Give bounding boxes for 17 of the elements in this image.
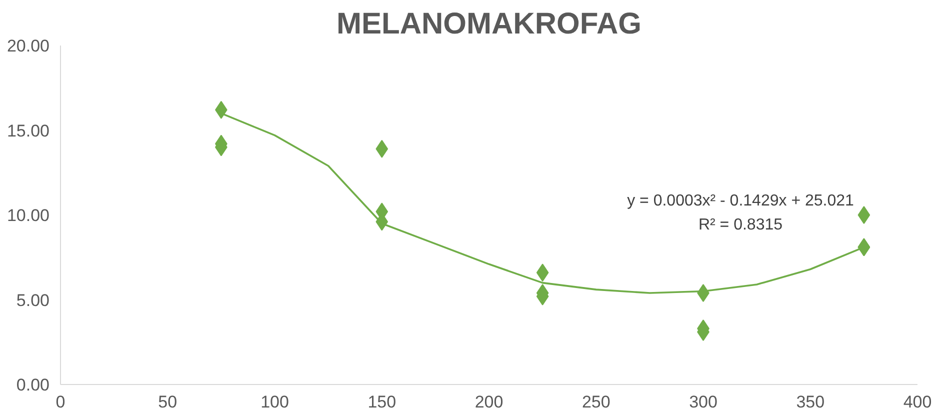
x-tick-label: 400 (903, 392, 932, 412)
x-tick-label: 0 (56, 392, 66, 412)
y-tick-label: 10.00 (6, 206, 50, 225)
chart-title: MELANOMAKROFAG (336, 8, 642, 40)
x-tick-label: 100 (260, 392, 289, 412)
y-tick-label: 0.00 (16, 376, 50, 394)
x-tick-label: 250 (582, 392, 610, 412)
x-tick-label: 50 (158, 392, 178, 412)
x-tick-label: 350 (796, 392, 825, 412)
y-tick-label: 20.00 (6, 36, 50, 56)
y-tick-label: 15.00 (6, 121, 50, 140)
x-tick-label: 200 (474, 392, 504, 412)
x-tick-label: 150 (368, 392, 396, 412)
x-tick-label: 300 (689, 392, 718, 412)
y-tick-label: 5.00 (16, 290, 50, 310)
annotation: R² = 0.8315 (698, 216, 783, 234)
annotation: y = 0.0003x² - 0.1429x + 25.021 (627, 192, 854, 210)
